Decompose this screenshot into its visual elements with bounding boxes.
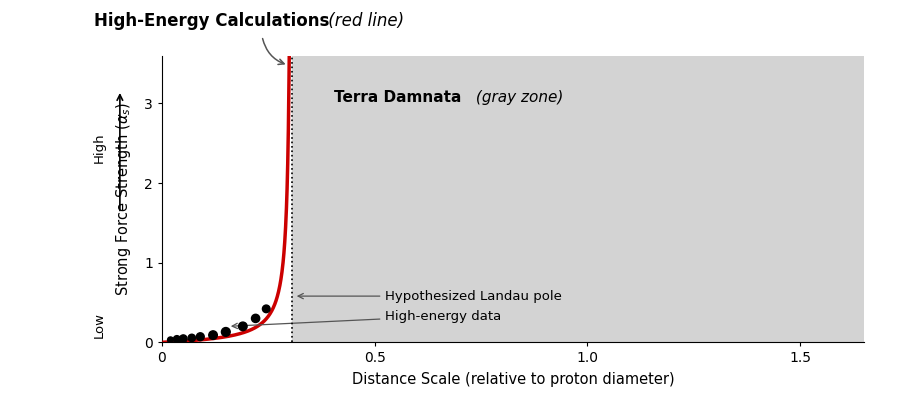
Text: Terra Damnata: Terra Damnata <box>334 90 462 105</box>
Text: (red line): (red line) <box>323 12 404 30</box>
Point <box>219 329 233 335</box>
Point <box>184 335 199 341</box>
Text: (gray zone): (gray zone) <box>471 90 563 105</box>
Y-axis label: Strong Force Strength ($\alpha_s$): Strong Force Strength ($\alpha_s$) <box>114 102 133 296</box>
Point <box>176 336 191 342</box>
X-axis label: Distance Scale (relative to proton diameter): Distance Scale (relative to proton diame… <box>352 372 674 387</box>
Text: Low: Low <box>93 312 105 338</box>
Point <box>206 332 220 338</box>
Text: High-Energy Calculations: High-Energy Calculations <box>94 12 329 30</box>
Point <box>248 315 263 322</box>
Point <box>236 323 250 330</box>
Point <box>170 336 184 342</box>
Text: Hypothesized Landau pole: Hypothesized Landau pole <box>298 290 562 302</box>
Text: High-energy data: High-energy data <box>232 310 501 328</box>
Point <box>194 334 208 340</box>
Text: High: High <box>93 132 105 163</box>
Point <box>259 306 274 312</box>
Bar <box>292 56 864 342</box>
Point <box>163 337 177 343</box>
